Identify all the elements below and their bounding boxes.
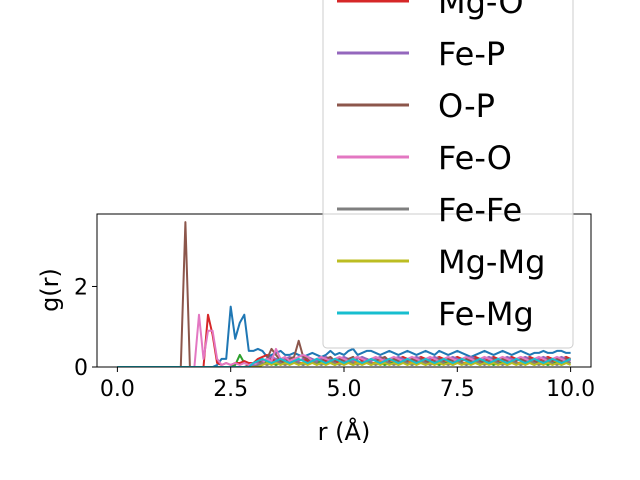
x-tick-label: 2.5 bbox=[213, 377, 248, 402]
legend-label: Fe-Fe bbox=[438, 191, 522, 229]
legend-label: Fe-Mg bbox=[438, 295, 534, 333]
tick-layer: 0.0 2.5 5.0 7.5 10.0 0 2 bbox=[74, 275, 595, 402]
y-axis-label: g(r) bbox=[36, 268, 64, 312]
legend-label: Fe-O bbox=[438, 139, 512, 177]
series-line-9 bbox=[117, 357, 572, 367]
legend-label: Mg-Mg bbox=[438, 243, 545, 281]
legend: Mg-O Fe-P O-P Fe-O Fe-Fe Mg-Mg Fe-Mg bbox=[322, 0, 574, 349]
series-line-8 bbox=[117, 362, 572, 367]
x-tick-label: 5.0 bbox=[327, 377, 362, 402]
series-line-0 bbox=[117, 305, 571, 367]
y-tick-label: 2 bbox=[74, 275, 88, 300]
x-tick-label: 10.0 bbox=[546, 377, 595, 402]
legend-label: O-P bbox=[438, 87, 495, 125]
x-tick-label: 7.5 bbox=[440, 377, 475, 402]
legend-label: Fe-P bbox=[438, 35, 505, 73]
y-tick-label: 0 bbox=[74, 356, 88, 381]
series-layer bbox=[117, 221, 572, 367]
x-axis-label: r (Å) bbox=[318, 417, 371, 446]
legend-label: Mg-O bbox=[438, 0, 524, 21]
x-tick-label: 0.0 bbox=[100, 377, 135, 402]
